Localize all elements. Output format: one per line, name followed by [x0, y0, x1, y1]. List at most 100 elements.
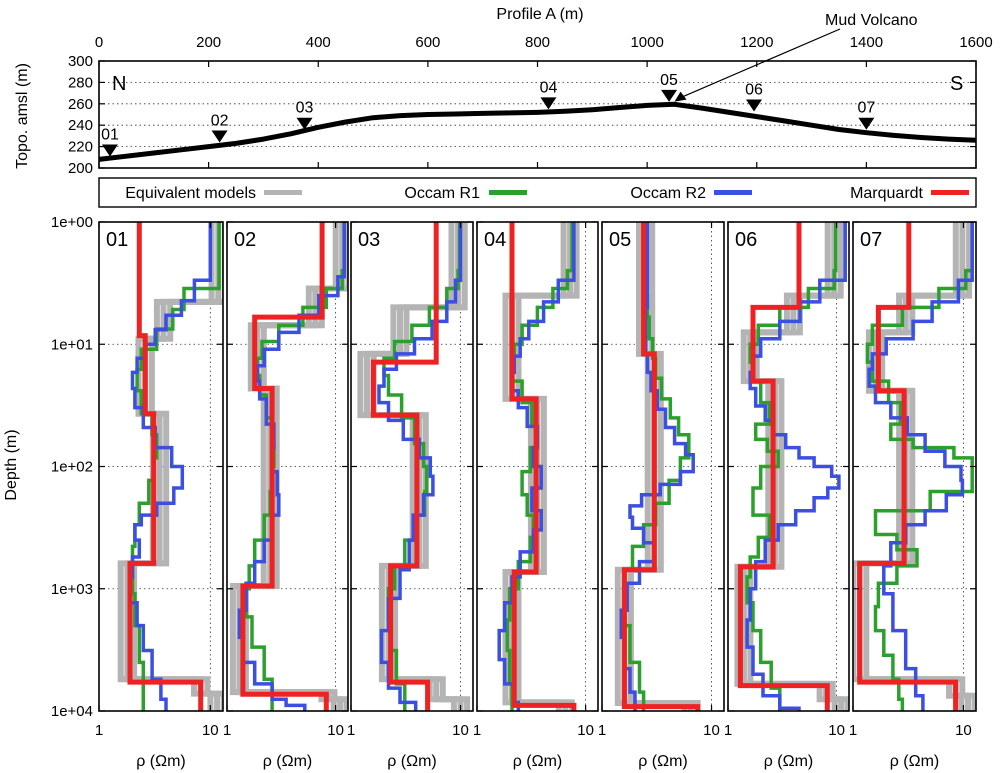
depth-y-tick-1e+01: 1e+01 — [51, 336, 93, 353]
station-label-02: 02 — [211, 113, 229, 130]
depth-y-tick-1e+02: 1e+02 — [51, 459, 93, 476]
topo-x-tick-400: 400 — [306, 34, 331, 51]
panel-04-xtick-10: 10 — [577, 722, 594, 739]
panel-04-equivalent-model-2 — [515, 222, 580, 711]
panel-07-marquardt-curve — [857, 222, 959, 711]
topo-x-tick-1600: 1600 — [959, 34, 992, 51]
panel-07-frame — [852, 221, 977, 712]
panel-05-x-axis-label: ρ (Ωm) — [638, 753, 688, 770]
resistivity-panel-07: 1 10 07 ρ (Ωm) — [849, 221, 977, 770]
legend-box — [98, 177, 977, 208]
station-marker-03 — [296, 117, 313, 130]
station-marker-04 — [540, 97, 557, 110]
panel-06-curves — [734, 222, 849, 711]
panel-02-occam-r2-curve — [237, 222, 346, 711]
panel-01-x-axis-label: ρ (Ωm) — [136, 753, 186, 770]
station-label-06: 06 — [745, 82, 763, 99]
station-marker-07 — [858, 117, 875, 130]
panel-06-x-axis-label: ρ (Ωm) — [764, 753, 814, 770]
legend-label-marquardt: Marquardt — [850, 185, 923, 202]
topo-y-tick-220: 220 — [68, 139, 93, 156]
mud-volcano-arrow-line — [680, 28, 841, 99]
topography-y-axis-label: Topo. amsl (m) — [14, 63, 31, 169]
panel-01-curves — [117, 222, 223, 711]
panel-06-equivalent-model-0 — [734, 222, 838, 711]
panel-07-xtick-1: 1 — [849, 722, 857, 739]
topo-x-tick-0: 0 — [95, 34, 103, 51]
panel-label-06: 06 — [735, 229, 757, 251]
panel-label-01: 01 — [106, 229, 128, 251]
station-label-04: 04 — [540, 79, 558, 96]
topo-y-tick-280: 280 — [68, 74, 93, 91]
panel-01-frame — [98, 221, 224, 712]
resistivity-panel-04: 1 10 04 ρ (Ωm) — [473, 221, 599, 770]
resistivity-panel-01: 1 10 01 ρ (Ωm) — [95, 221, 224, 770]
panel-05-xtick-10: 10 — [703, 722, 720, 739]
topo-x-tick-600: 600 — [415, 34, 440, 51]
depth-y-tick-1e+04: 1e+04 — [51, 703, 93, 720]
topo-x-tick-1200: 1200 — [740, 34, 773, 51]
topo-x-tick-1400: 1400 — [850, 34, 883, 51]
panel-07-equivalent-model-0 — [853, 222, 965, 711]
panel-07-x-axis-label: ρ (Ωm) — [890, 753, 940, 770]
panel-02-curves — [229, 222, 348, 711]
panel-04-curves — [497, 222, 580, 711]
panel-02-xtick-10: 10 — [327, 722, 344, 739]
panel-02-xtick-1: 1 — [223, 722, 231, 739]
panel-07-equivalent-model-2 — [863, 222, 976, 711]
panel-03-occam-r2-curve — [377, 222, 463, 711]
depth-y-tick-1e+00: 1e+00 — [51, 214, 93, 231]
panel-05-xtick-1: 1 — [598, 722, 606, 739]
resistivity-panel-02: 1 10 02 ρ (Ωm) — [223, 221, 349, 770]
south-label: S — [950, 73, 963, 95]
station-label-07: 07 — [857, 100, 875, 117]
panel-03-marquardt-curve — [370, 222, 439, 711]
station-marker-06 — [746, 99, 763, 112]
panel-04-frame — [476, 221, 599, 712]
topo-y-tick-200: 200 — [68, 160, 93, 177]
panel-04-x-axis-label: ρ (Ωm) — [513, 753, 563, 770]
panel-01-xtick-1: 1 — [95, 722, 103, 739]
panel-03-xtick-10: 10 — [452, 722, 469, 739]
depth-y-axis-label-text: Depth (m) — [3, 429, 20, 500]
panel-03-x-axis-label: ρ (Ωm) — [387, 753, 437, 770]
panel-label-02: 02 — [234, 229, 256, 251]
depth-y-tick-1e+03: 1e+03 — [51, 581, 93, 598]
panel-01-occam-r2-curve — [128, 222, 213, 711]
topography-profile-line — [98, 101, 977, 162]
panel-03-xtick-1: 1 — [347, 722, 355, 739]
panel-05-frame — [601, 221, 725, 712]
panel-06-marquardt-curve — [737, 222, 830, 711]
mud-volcano-arrow-head — [674, 91, 687, 102]
resistivity-panel-06: 1 10 06 ρ (Ωm) — [724, 221, 850, 770]
panel-07-occam-r2-curve — [867, 222, 974, 711]
profile-x-axis-label: Profile A (m) — [496, 6, 583, 23]
panel-03-curves — [357, 222, 471, 711]
station-label-03: 03 — [296, 100, 314, 117]
topo-x-tick-1000: 1000 — [630, 34, 663, 51]
station-label-05: 05 — [660, 72, 678, 89]
north-label: N — [112, 73, 126, 95]
topo-y-tick-260: 260 — [68, 96, 93, 113]
resistivity-panel-05: 1 10 05 ρ (Ωm) — [598, 221, 725, 770]
panel-01-marquardt-curve — [127, 222, 204, 711]
mud-volcano-annotation: Mud Volcano — [825, 12, 918, 29]
legend-label-occam-r1: Occam R1 — [404, 185, 480, 202]
topo-y-tick-240: 240 — [68, 117, 93, 134]
panel-06-frame — [727, 221, 850, 712]
panel-06-occam-r2-curve — [745, 222, 847, 711]
depth-y-axis-label: Depth (m) — [3, 429, 20, 500]
panel-02-marquardt-curve — [240, 222, 329, 711]
panel-03-frame — [350, 221, 474, 712]
panel-04-marquardt-curve — [509, 222, 577, 711]
station-marker-01 — [101, 144, 118, 157]
panel-01-equivalent-model-2 — [131, 222, 223, 711]
panel-05-marquardt-curve — [621, 222, 701, 711]
panel-02-equivalent-model-0 — [229, 222, 339, 711]
station-marker-05 — [661, 89, 678, 102]
panel-07-curves — [853, 222, 976, 711]
panel-06-xtick-1: 1 — [724, 722, 732, 739]
topo-x-tick-200: 200 — [196, 34, 221, 51]
